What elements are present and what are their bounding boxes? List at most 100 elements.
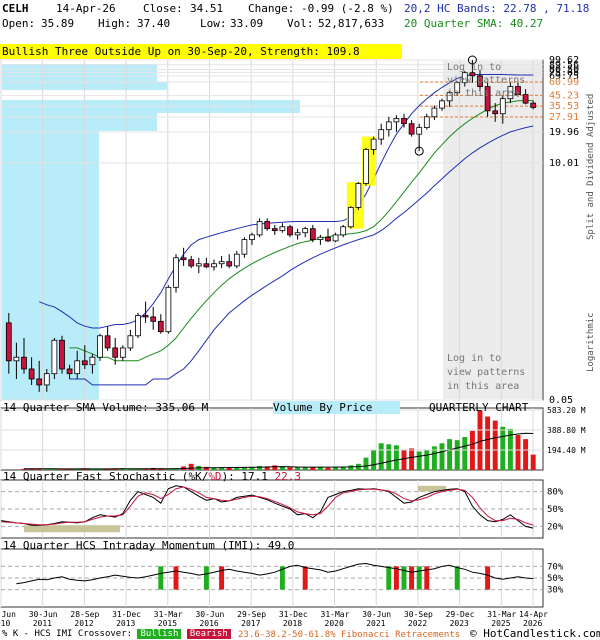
candle — [363, 149, 369, 184]
x-year-label: 2025 — [491, 619, 510, 628]
volume-bar — [401, 449, 407, 470]
pattern-login-top[interactable]: Log in to view patterns in this area — [447, 61, 525, 100]
volume-bar — [333, 467, 339, 470]
volume-by-price-label: Volume By Price — [273, 401, 400, 414]
candle — [150, 316, 157, 322]
candle — [165, 286, 172, 333]
volume-bar — [317, 467, 323, 470]
pattern-login-bottom-line2: view patterns — [447, 367, 526, 378]
vol-value: 52,817,633 — [318, 17, 385, 30]
imi-crossover-bar — [203, 566, 209, 590]
candle — [74, 360, 81, 375]
price-tick-label: 19.96 — [549, 127, 579, 138]
candle — [325, 236, 331, 242]
sma-legend: 20 Quarter SMA: 40.27 — [404, 17, 544, 30]
candle — [43, 373, 50, 386]
imi-crossover-bar — [279, 566, 285, 590]
candle — [28, 368, 35, 380]
candle — [515, 86, 521, 95]
volume-bar — [500, 426, 506, 470]
price-tick-label: 99.62 — [549, 55, 579, 66]
candle — [484, 86, 491, 112]
candle — [522, 94, 529, 104]
price-tick-label: 27.91 — [549, 112, 579, 123]
pattern-login-top-line3: in this area — [447, 88, 520, 99]
x-year-label: 2023 — [450, 619, 469, 628]
pattern-login-bottom[interactable]: Log in to view patterns in this area — [447, 352, 525, 394]
bearish-legend: Bearish — [186, 629, 231, 639]
candle — [370, 138, 377, 150]
stoch-prefix: 14 Quarter Fast Stochastic ( — [3, 470, 189, 483]
price-tick-label: 69.75 — [549, 71, 579, 82]
candle — [355, 183, 362, 208]
volume-bar — [188, 463, 194, 470]
pattern-login-top-line2: view patterns — [447, 75, 526, 86]
scale-label: Logarithmic — [586, 312, 596, 372]
imi-crossover-bar — [485, 566, 491, 590]
candle — [454, 82, 461, 94]
candle — [302, 228, 309, 234]
sma-line — [69, 100, 534, 362]
bullish-legend: Bullish — [137, 629, 182, 639]
change-label: Change: — [248, 2, 295, 15]
pattern-login-bottom-line1: Log in to — [447, 353, 502, 364]
candle — [173, 257, 179, 288]
high-value: 37.40 — [137, 17, 171, 30]
volume-bar — [485, 416, 491, 470]
volume-bar — [59, 469, 65, 470]
volume-bar — [363, 457, 369, 470]
adjusted-label: Split and Dividend Adjusted — [586, 93, 596, 240]
stoch-zone-low — [24, 525, 120, 533]
candle — [135, 315, 141, 337]
volume-tick-label: 583.20 M — [547, 406, 586, 415]
x-year-label: 2013 — [116, 619, 135, 628]
volume-bar — [173, 468, 179, 470]
price-tick-label: 75.65 — [549, 67, 579, 78]
volume-bar — [135, 468, 141, 470]
imi-crossover-bar — [424, 566, 430, 590]
candle — [188, 259, 195, 267]
price-tick-label: 89.56 — [549, 60, 579, 71]
candle — [36, 378, 43, 386]
candle — [51, 339, 58, 375]
candle — [423, 116, 430, 128]
candle — [469, 72, 476, 77]
volume-bar — [203, 466, 209, 470]
imi-panel — [0, 548, 544, 608]
x-date-label: 30-Jun — [195, 610, 224, 619]
candle — [461, 72, 468, 84]
candle — [446, 92, 453, 102]
candle — [21, 356, 27, 370]
volume-bar — [279, 466, 285, 470]
volume-bar — [439, 443, 445, 470]
x-date-label: 31-Mar — [321, 610, 350, 619]
vbp-bar — [2, 64, 157, 82]
volume-bar — [371, 449, 377, 470]
price-tick-label: 0.05 — [549, 395, 573, 406]
x-year-label: 2021 — [366, 619, 385, 628]
x-year-label: 2010 — [0, 619, 10, 628]
quote-date: 14-Apr-26 — [56, 2, 116, 15]
footer-legend: % K - HCS IMI Crossover: Bullish Bearish — [2, 629, 231, 639]
candle — [287, 226, 293, 236]
x-year-label: 2026 — [523, 619, 542, 628]
stoch-k-line — [1, 485, 534, 529]
candle — [530, 102, 537, 108]
volume-bar — [143, 468, 149, 470]
volume-bar — [416, 451, 422, 470]
volume-bar — [234, 467, 240, 470]
x-date-label: 31-Mar — [154, 610, 183, 619]
volume-sma-label: 14 Quarter SMA Volume: 335.06 M — [3, 401, 209, 414]
vbp-bar — [2, 131, 99, 400]
volume-bar — [105, 468, 111, 470]
volume-bar — [226, 467, 232, 470]
volume-bar — [241, 467, 247, 470]
stoch-zone-high — [418, 485, 446, 492]
x-date-label: 30-Sep — [404, 610, 433, 619]
candle — [59, 339, 65, 370]
volume-bar — [249, 467, 255, 470]
pattern-login-bottom-line3: in this area — [447, 381, 520, 392]
imi-crossover-bar — [219, 566, 225, 590]
candle — [89, 356, 96, 366]
